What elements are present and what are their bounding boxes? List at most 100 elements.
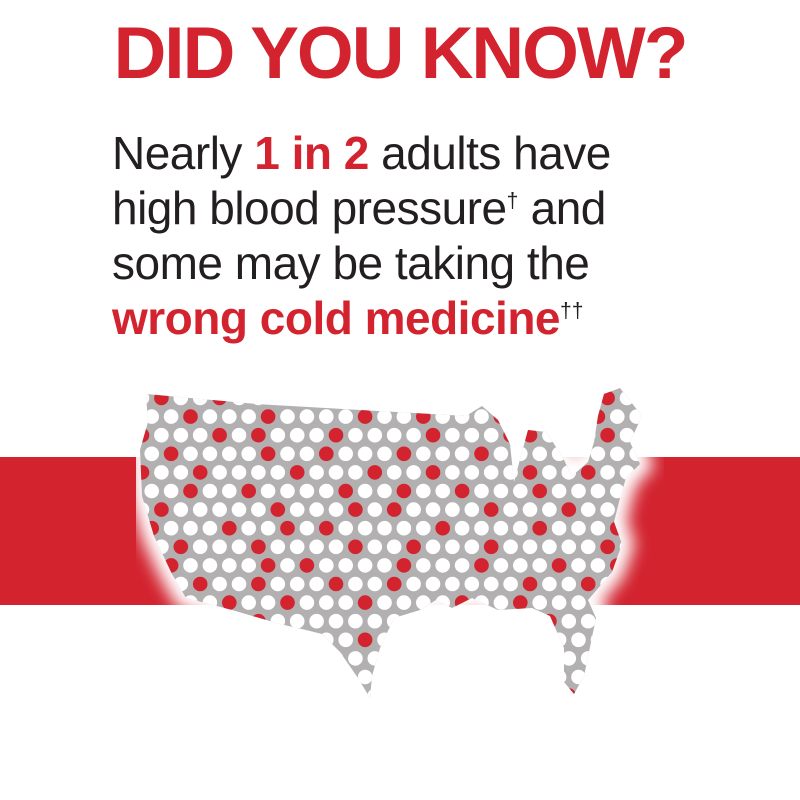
- white-dot: [619, 613, 635, 629]
- red-dot: [649, 447, 664, 462]
- white-dot: [416, 483, 431, 499]
- white-dot: [154, 427, 169, 443]
- white-dot: [348, 427, 363, 443]
- red-dot: [140, 576, 150, 592]
- red-dot: [580, 465, 596, 480]
- white-dot: [222, 632, 237, 648]
- headline: Nearly 1 in 2 adults have high blood pres…: [112, 126, 752, 346]
- white-dot: [483, 688, 499, 698]
- white-dot: [561, 390, 577, 406]
- red-dot: [551, 558, 567, 573]
- white-dot: [503, 539, 518, 555]
- white-dot: [513, 520, 528, 536]
- white-dot: [493, 632, 509, 648]
- white-dot: [464, 465, 480, 480]
- red-dot: [222, 595, 237, 610]
- white-dot: [367, 502, 383, 517]
- white-dot: [328, 465, 344, 480]
- white-dot: [289, 576, 305, 592]
- white-dot: [580, 539, 596, 555]
- red-dot: [522, 390, 538, 406]
- white-dot: [328, 539, 344, 555]
- white-dot: [163, 669, 179, 685]
- white-dot: [445, 539, 460, 555]
- white-dot: [445, 502, 460, 517]
- white-dot: [144, 632, 159, 648]
- red-dot: [251, 427, 266, 443]
- red-dot: [338, 483, 353, 499]
- white-dot: [192, 502, 208, 517]
- white-dot: [338, 632, 353, 648]
- white-dot: [212, 651, 227, 666]
- red-dot: [483, 539, 499, 555]
- white-dot: [532, 595, 547, 610]
- white-dot: [561, 613, 577, 629]
- red-dot: [270, 502, 286, 517]
- white-dot: [202, 446, 218, 462]
- white-dot: [144, 409, 159, 424]
- white-dot: [154, 651, 169, 666]
- white-dot: [377, 446, 392, 462]
- headline-text: and: [518, 182, 607, 234]
- white-dot: [649, 633, 664, 648]
- red-dot: [649, 521, 664, 536]
- white-dot: [513, 483, 528, 499]
- white-dot: [445, 688, 460, 698]
- white-dot: [542, 539, 557, 555]
- white-dot: [474, 520, 489, 536]
- white-dot: [639, 613, 642, 629]
- white-dot: [542, 576, 557, 592]
- white-dot: [319, 595, 334, 610]
- white-dot: [425, 688, 441, 698]
- red-dot: [280, 520, 295, 536]
- white-dot: [493, 595, 509, 610]
- white-dot: [183, 446, 198, 462]
- headline-text: adults have: [368, 127, 611, 179]
- white-dot: [503, 390, 518, 406]
- white-dot: [202, 520, 218, 536]
- white-dot: [348, 465, 363, 480]
- red-dot: [454, 669, 470, 685]
- red-dot: [154, 502, 169, 517]
- white-dot: [357, 669, 373, 685]
- white-dot: [140, 688, 150, 698]
- red-dot: [396, 446, 412, 462]
- white-dot: [629, 595, 642, 610]
- red-dot: [474, 558, 489, 573]
- white-dot: [542, 390, 557, 406]
- white-dot: [231, 427, 247, 443]
- white-dot: [328, 502, 344, 517]
- white-dot: [619, 688, 635, 698]
- red-dot: [513, 595, 528, 610]
- white-dot: [571, 409, 586, 424]
- white-dot: [202, 409, 218, 424]
- white-dot: [289, 688, 305, 698]
- white-dot: [649, 670, 664, 685]
- white-dot: [416, 520, 431, 536]
- red-dot: [561, 502, 577, 517]
- white-dot: [222, 483, 237, 499]
- headline-text: high blood pressure: [112, 182, 507, 234]
- white-dot: [163, 632, 179, 648]
- red-dot: [260, 409, 276, 424]
- white-dot: [309, 688, 324, 698]
- white-dot: [435, 669, 451, 685]
- white-dot: [454, 632, 470, 648]
- white-dot: [386, 427, 402, 443]
- white-dot: [464, 539, 480, 555]
- white-dot: [357, 520, 373, 536]
- red-dot: [202, 632, 218, 648]
- red-dot: [425, 427, 441, 443]
- white-dot: [309, 427, 324, 443]
- headline-text: Nearly: [112, 127, 255, 179]
- white-dot: [600, 502, 615, 517]
- red-dot: [260, 558, 276, 573]
- white-dot: [183, 558, 198, 573]
- white-dot: [464, 502, 480, 517]
- white-dot: [319, 483, 334, 499]
- red-dot: [251, 576, 266, 592]
- white-dot: [154, 688, 169, 698]
- white-dot: [251, 465, 266, 480]
- white-dot: [610, 446, 625, 462]
- white-dot: [396, 520, 412, 536]
